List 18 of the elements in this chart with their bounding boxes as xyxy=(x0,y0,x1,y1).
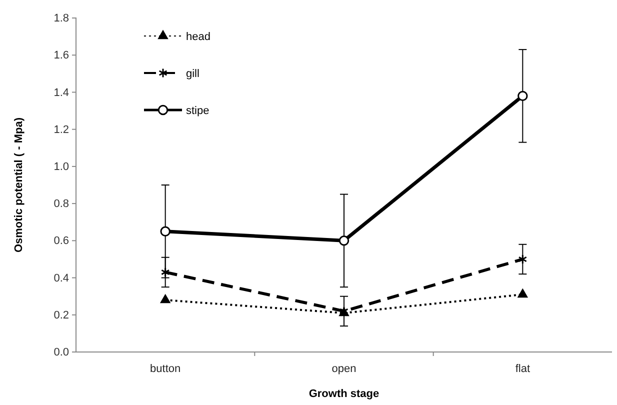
y-tick-label: 1.2 xyxy=(54,124,69,136)
y-tick-label: 1.0 xyxy=(54,160,69,173)
x-tick-label: button xyxy=(150,362,181,375)
y-tick-label: 0.6 xyxy=(54,235,69,248)
x-axis-title: Growth stage xyxy=(308,388,380,400)
x-tick-label: flat xyxy=(515,362,530,375)
legend-label: gill xyxy=(186,68,200,80)
x-tick-label: open xyxy=(332,362,356,375)
y-tick-label: 1.6 xyxy=(54,50,69,62)
legend-label: head xyxy=(186,31,210,43)
legend-label: stipe xyxy=(186,105,210,117)
y-tick-label: 0.8 xyxy=(54,198,69,210)
y-tick-label: 1.8 xyxy=(54,12,69,25)
y-tick-label: 0.4 xyxy=(54,272,69,284)
y-tick-label: 0.0 xyxy=(54,346,69,359)
y-tick-label: 1.4 xyxy=(54,86,69,99)
y-axis-title: Osmotic potential ( - Mpa) xyxy=(13,117,25,253)
y-tick-label: 0.2 xyxy=(54,309,69,322)
